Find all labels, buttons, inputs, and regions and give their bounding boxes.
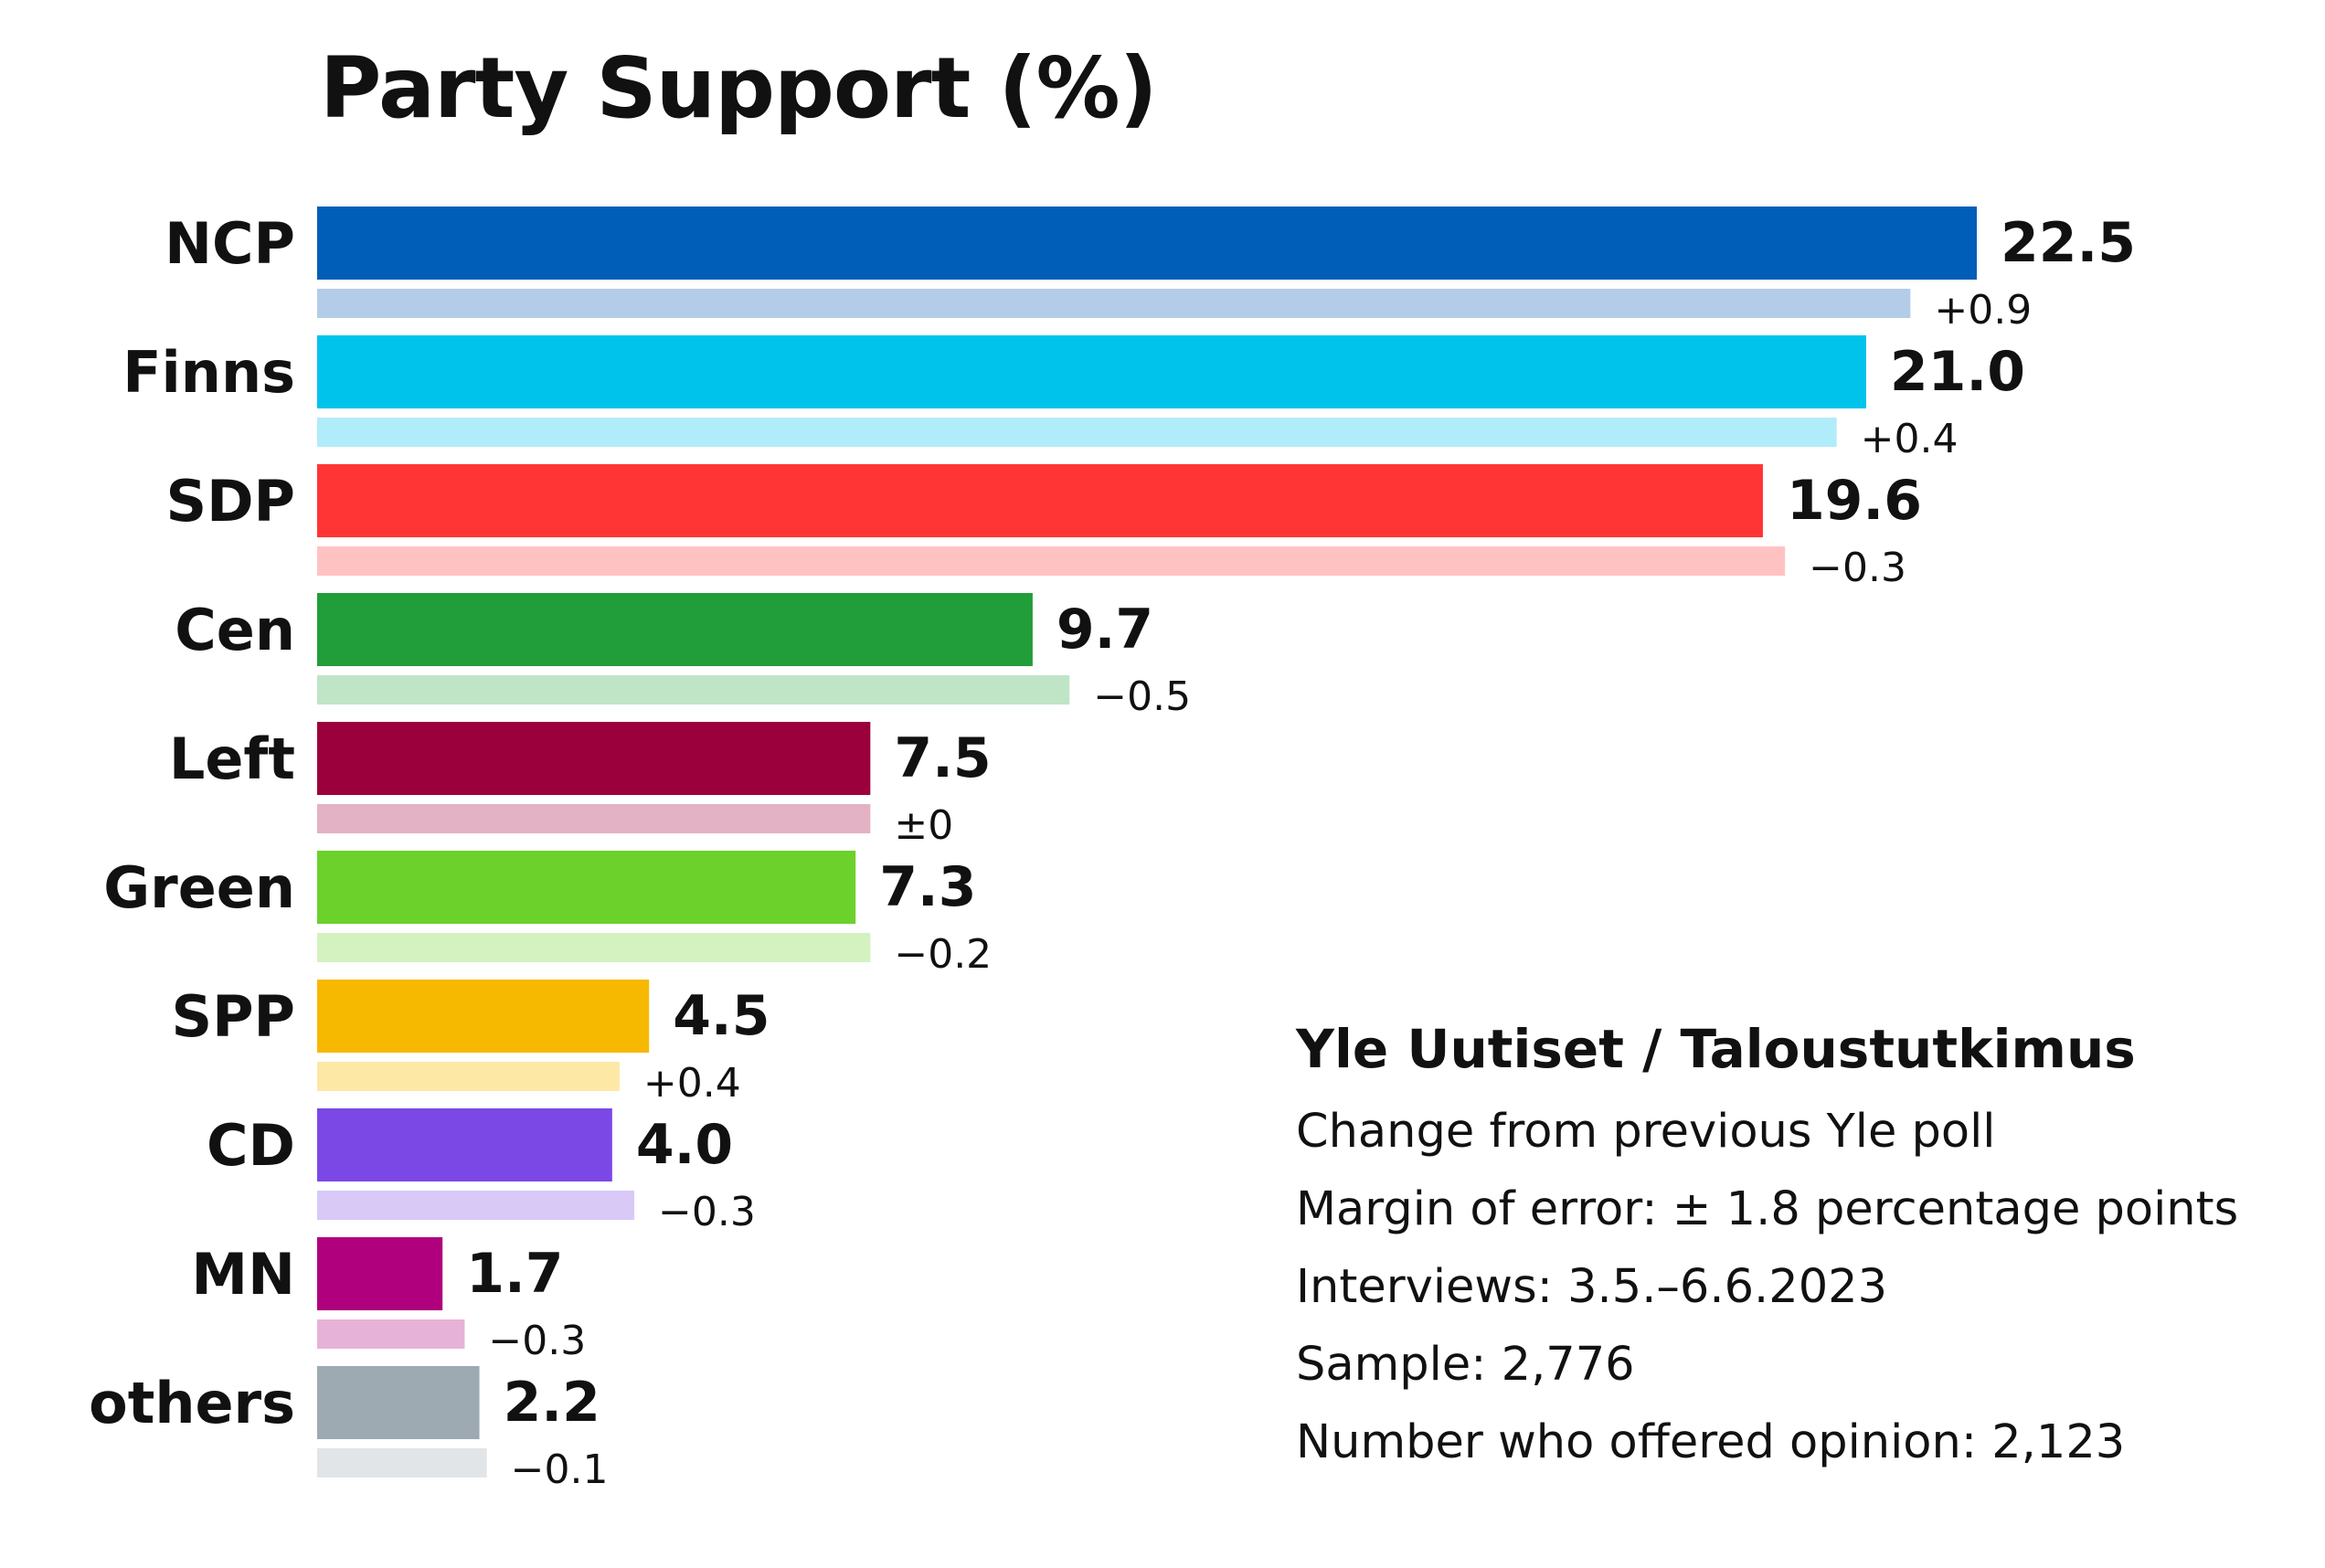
value-label-cen: 9.7 bbox=[1056, 598, 1153, 662]
party-label-others: others bbox=[89, 1370, 295, 1436]
change-label-cd: −0.3 bbox=[658, 1189, 756, 1235]
value-label-sdp: 19.6 bbox=[1787, 469, 1922, 533]
current-bar-left bbox=[317, 722, 871, 795]
value-label-finns: 21.0 bbox=[1890, 340, 2025, 404]
current-bar-cd bbox=[317, 1108, 612, 1181]
source-label: Yle Uutiset / Taloustutkimus bbox=[1296, 1018, 2136, 1080]
change-label-spp: +0.4 bbox=[643, 1060, 741, 1107]
previous-bar-left bbox=[317, 804, 871, 833]
previous-bar-green bbox=[317, 933, 871, 962]
info-line-interviews: Interviews: 3.5.–6.6.2023 bbox=[1296, 1260, 1888, 1314]
party-label-spp: SPP bbox=[171, 983, 295, 1050]
previous-bar-mn bbox=[317, 1319, 465, 1349]
current-bar-finns bbox=[317, 335, 1866, 408]
change-label-ncp: +0.9 bbox=[1934, 287, 2032, 334]
current-bar-ncp bbox=[317, 207, 1977, 280]
party-label-sdp: SDP bbox=[165, 468, 295, 535]
info-line-change: Change from previous Yle poll bbox=[1296, 1105, 1996, 1159]
party-label-left: Left bbox=[169, 726, 295, 792]
current-bar-sdp bbox=[317, 464, 1763, 537]
value-label-ncp: 22.5 bbox=[2001, 211, 2136, 275]
current-bar-cen bbox=[317, 593, 1033, 666]
change-label-left: ±0 bbox=[894, 802, 953, 849]
info-line-sample: Sample: 2,776 bbox=[1296, 1338, 1635, 1392]
current-bar-others bbox=[317, 1366, 480, 1439]
previous-bar-spp bbox=[317, 1062, 620, 1091]
info-line-opinions: Number who offered opinion: 2,123 bbox=[1296, 1415, 2126, 1469]
party-label-ncp: NCP bbox=[165, 210, 295, 277]
chart-title: Party Support (%) bbox=[320, 39, 1158, 137]
change-label-mn: −0.3 bbox=[488, 1318, 586, 1364]
current-bar-mn bbox=[317, 1237, 443, 1310]
change-label-others: −0.1 bbox=[511, 1446, 609, 1493]
party-label-finns: Finns bbox=[122, 339, 295, 406]
info-line-margin: Margin of error: ± 1.8 percentage points bbox=[1296, 1182, 2239, 1236]
previous-bar-others bbox=[317, 1448, 487, 1478]
value-label-others: 2.2 bbox=[504, 1371, 600, 1435]
party-label-mn: MN bbox=[191, 1241, 295, 1308]
current-bar-green bbox=[317, 851, 856, 924]
party-label-cd: CD bbox=[207, 1112, 295, 1179]
change-label-green: −0.2 bbox=[894, 931, 992, 978]
value-label-left: 7.5 bbox=[894, 726, 991, 790]
change-label-cen: −0.5 bbox=[1093, 673, 1191, 720]
info-panel: Yle Uutiset / Taloustutkimus Change from… bbox=[1296, 1005, 2301, 1481]
change-label-finns: +0.4 bbox=[1861, 416, 1959, 462]
party-label-cen: Cen bbox=[175, 597, 295, 663]
previous-bar-cd bbox=[317, 1191, 635, 1220]
previous-bar-finns bbox=[317, 418, 1837, 447]
current-bar-spp bbox=[317, 980, 650, 1053]
value-label-mn: 1.7 bbox=[466, 1242, 563, 1306]
previous-bar-cen bbox=[317, 675, 1070, 705]
value-label-spp: 4.5 bbox=[673, 984, 770, 1048]
party-label-green: Green bbox=[103, 854, 295, 921]
change-label-sdp: −0.3 bbox=[1809, 545, 1906, 591]
previous-bar-sdp bbox=[317, 546, 1786, 576]
previous-bar-ncp bbox=[317, 289, 1911, 318]
value-label-cd: 4.0 bbox=[636, 1113, 733, 1177]
value-label-green: 7.3 bbox=[879, 855, 976, 919]
